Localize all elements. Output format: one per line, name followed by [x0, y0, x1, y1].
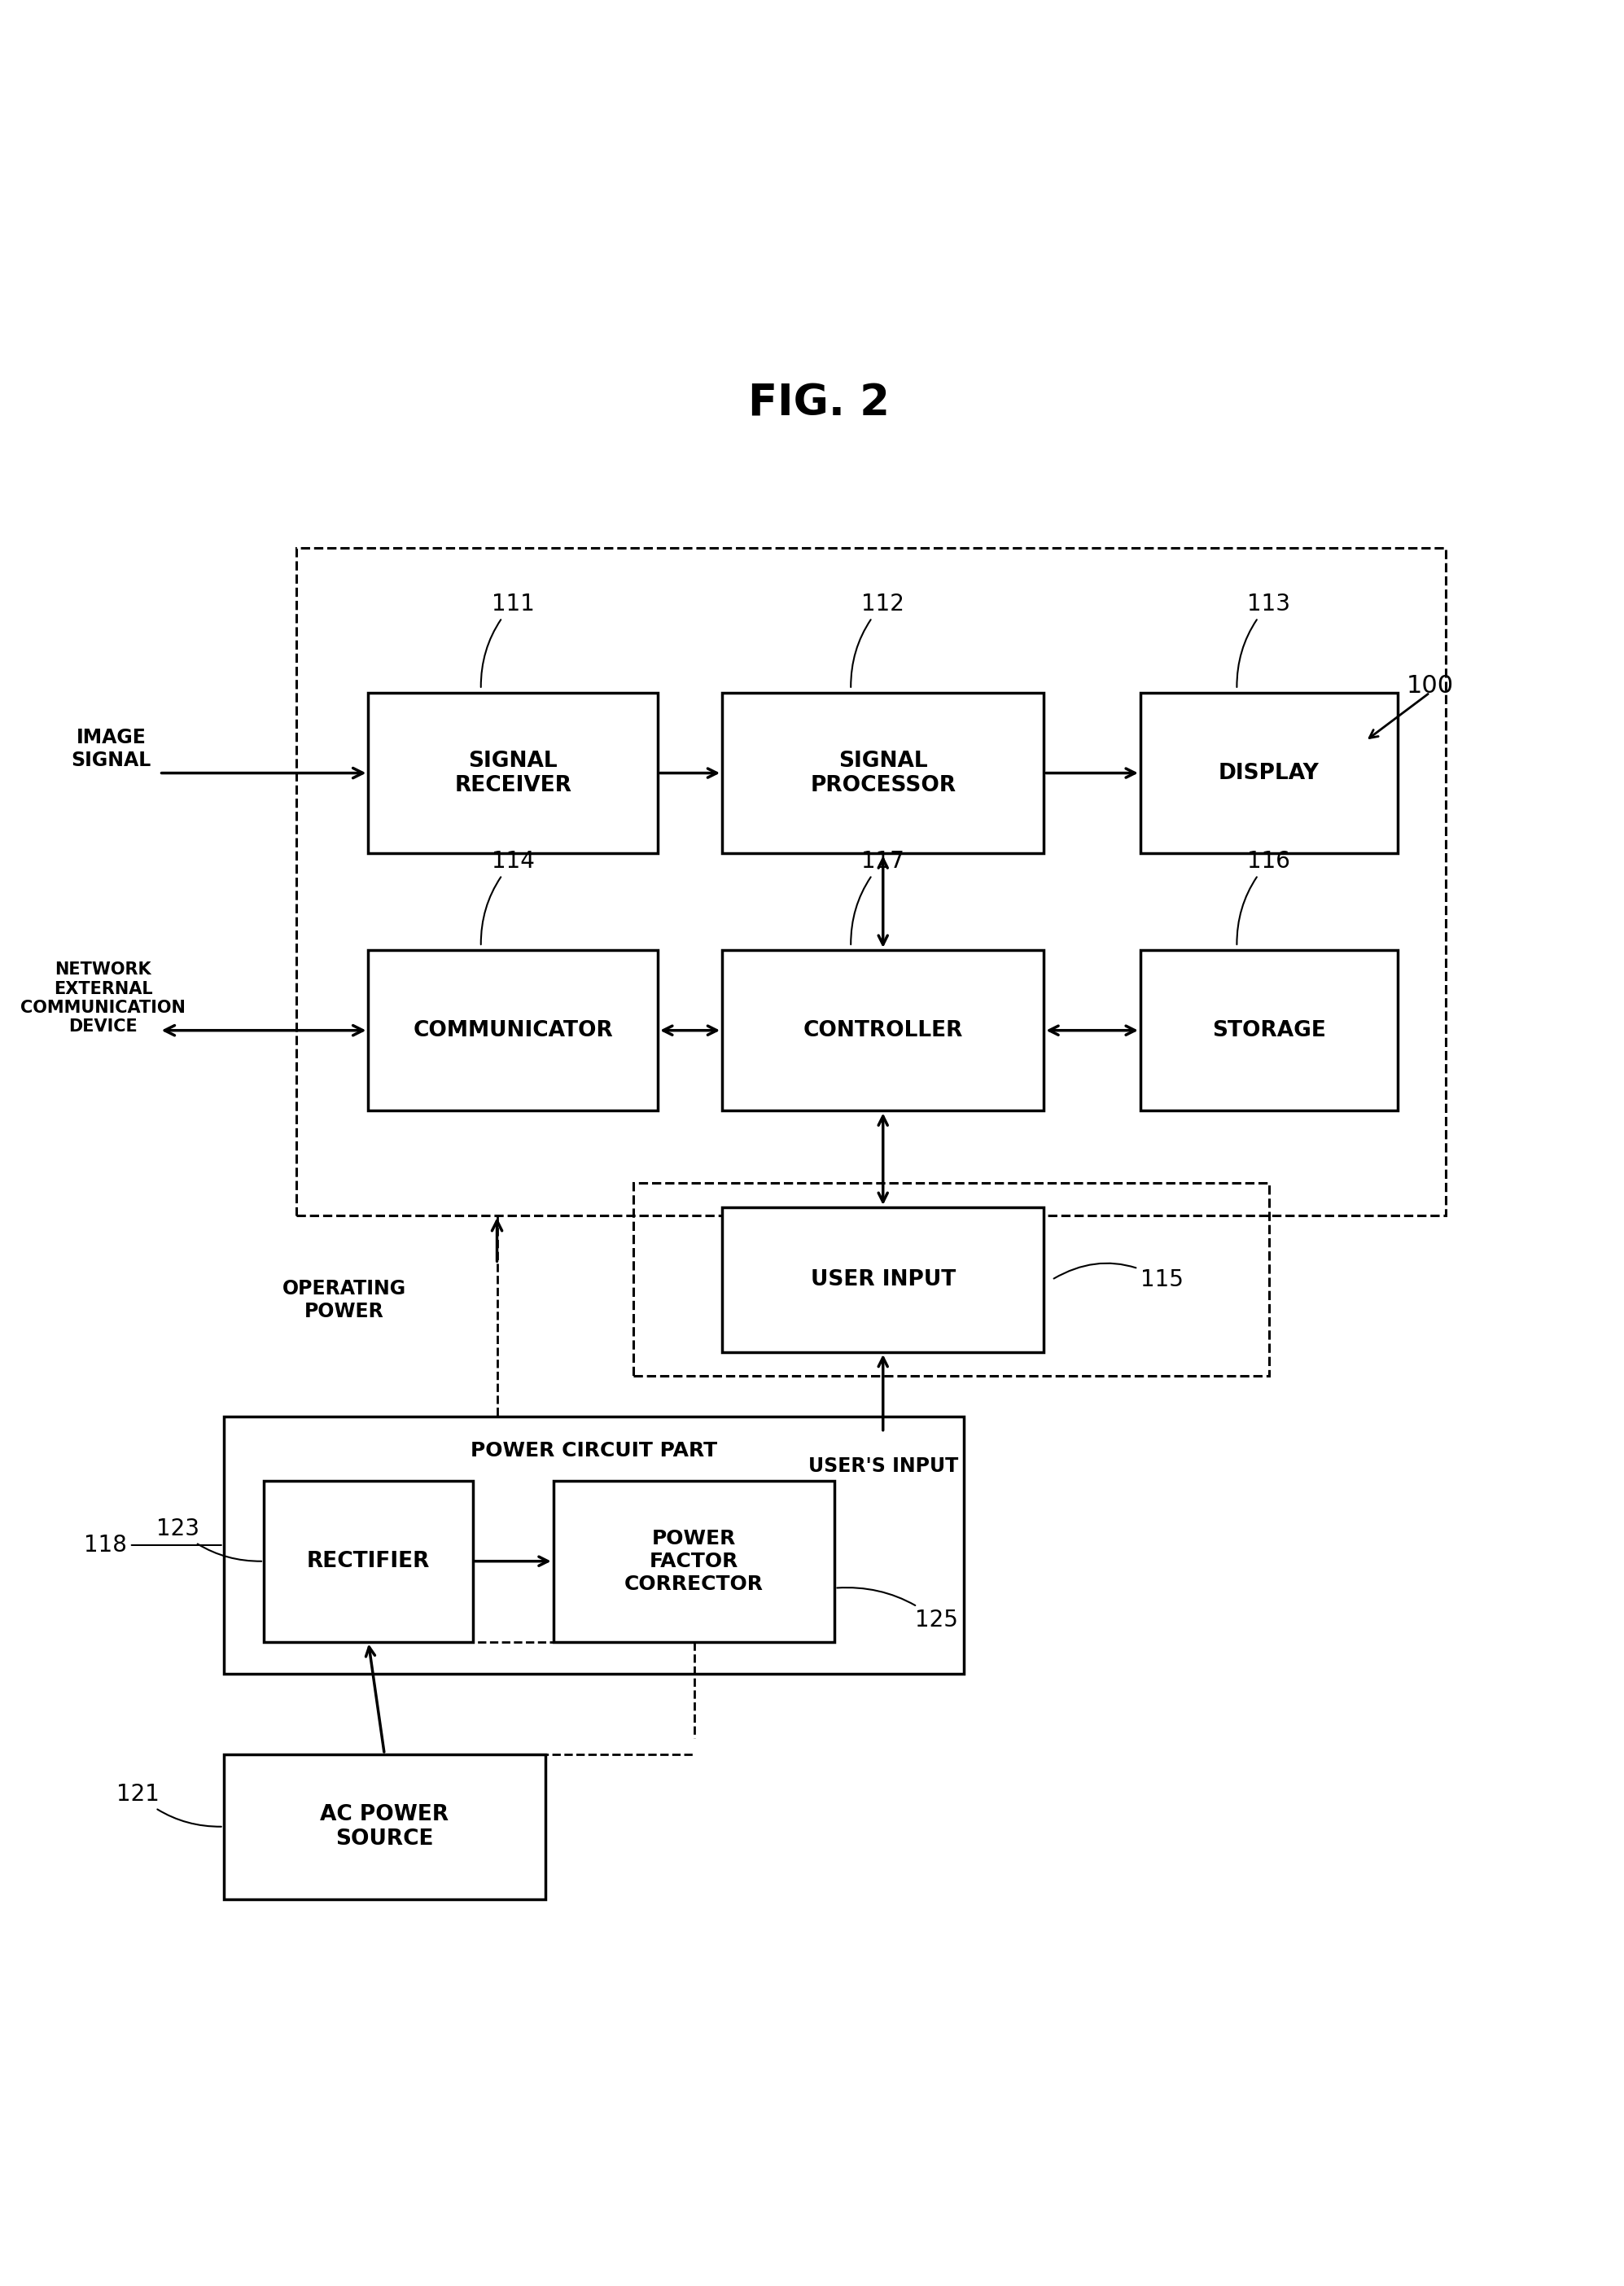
Text: SIGNAL
PROCESSOR: SIGNAL PROCESSOR: [810, 750, 957, 796]
Text: 123: 123: [156, 1518, 261, 1561]
Text: 100: 100: [1406, 674, 1453, 697]
Text: 125: 125: [836, 1586, 958, 1632]
FancyBboxPatch shape: [723, 1207, 1044, 1351]
Text: 118: 118: [84, 1534, 221, 1557]
Text: POWER
FACTOR
CORRECTOR: POWER FACTOR CORRECTOR: [624, 1529, 763, 1593]
FancyBboxPatch shape: [1140, 951, 1398, 1111]
Text: 117: 117: [851, 850, 905, 944]
Text: 112: 112: [851, 592, 905, 688]
Text: USER INPUT: USER INPUT: [810, 1269, 955, 1289]
FancyBboxPatch shape: [224, 1417, 963, 1673]
Text: SIGNAL
RECEIVER: SIGNAL RECEIVER: [455, 750, 572, 796]
Text: 116: 116: [1237, 850, 1291, 944]
Text: OPERATING
POWER: OPERATING POWER: [283, 1278, 406, 1321]
FancyBboxPatch shape: [554, 1481, 835, 1641]
Text: 114: 114: [481, 850, 534, 944]
Text: STORAGE: STORAGE: [1212, 1020, 1325, 1040]
FancyBboxPatch shape: [263, 1481, 473, 1641]
FancyBboxPatch shape: [224, 1753, 546, 1900]
Text: CONTROLLER: CONTROLLER: [804, 1020, 963, 1040]
Text: 113: 113: [1237, 592, 1291, 688]
Text: IMAGE
SIGNAL: IMAGE SIGNAL: [71, 727, 151, 770]
Text: NETWORK
EXTERNAL
COMMUNICATION
DEVICE: NETWORK EXTERNAL COMMUNICATION DEVICE: [21, 962, 185, 1036]
Text: 115: 115: [1054, 1264, 1184, 1292]
Text: 121: 121: [117, 1783, 221, 1827]
Text: USER'S INPUT: USER'S INPUT: [809, 1456, 958, 1477]
FancyBboxPatch shape: [1140, 693, 1398, 853]
Text: DISPLAY: DISPLAY: [1218, 764, 1319, 784]
FancyBboxPatch shape: [723, 951, 1044, 1111]
Text: POWER CIRCUIT PART: POWER CIRCUIT PART: [469, 1440, 716, 1461]
Text: 111: 111: [481, 592, 534, 688]
Text: RECTIFIER: RECTIFIER: [307, 1550, 430, 1573]
Text: AC POWER
SOURCE: AC POWER SOURCE: [320, 1804, 448, 1849]
FancyBboxPatch shape: [369, 693, 658, 853]
Text: FIG. 2: FIG. 2: [749, 382, 890, 425]
Text: COMMUNICATOR: COMMUNICATOR: [412, 1020, 614, 1040]
FancyBboxPatch shape: [369, 951, 658, 1111]
FancyBboxPatch shape: [723, 693, 1044, 853]
